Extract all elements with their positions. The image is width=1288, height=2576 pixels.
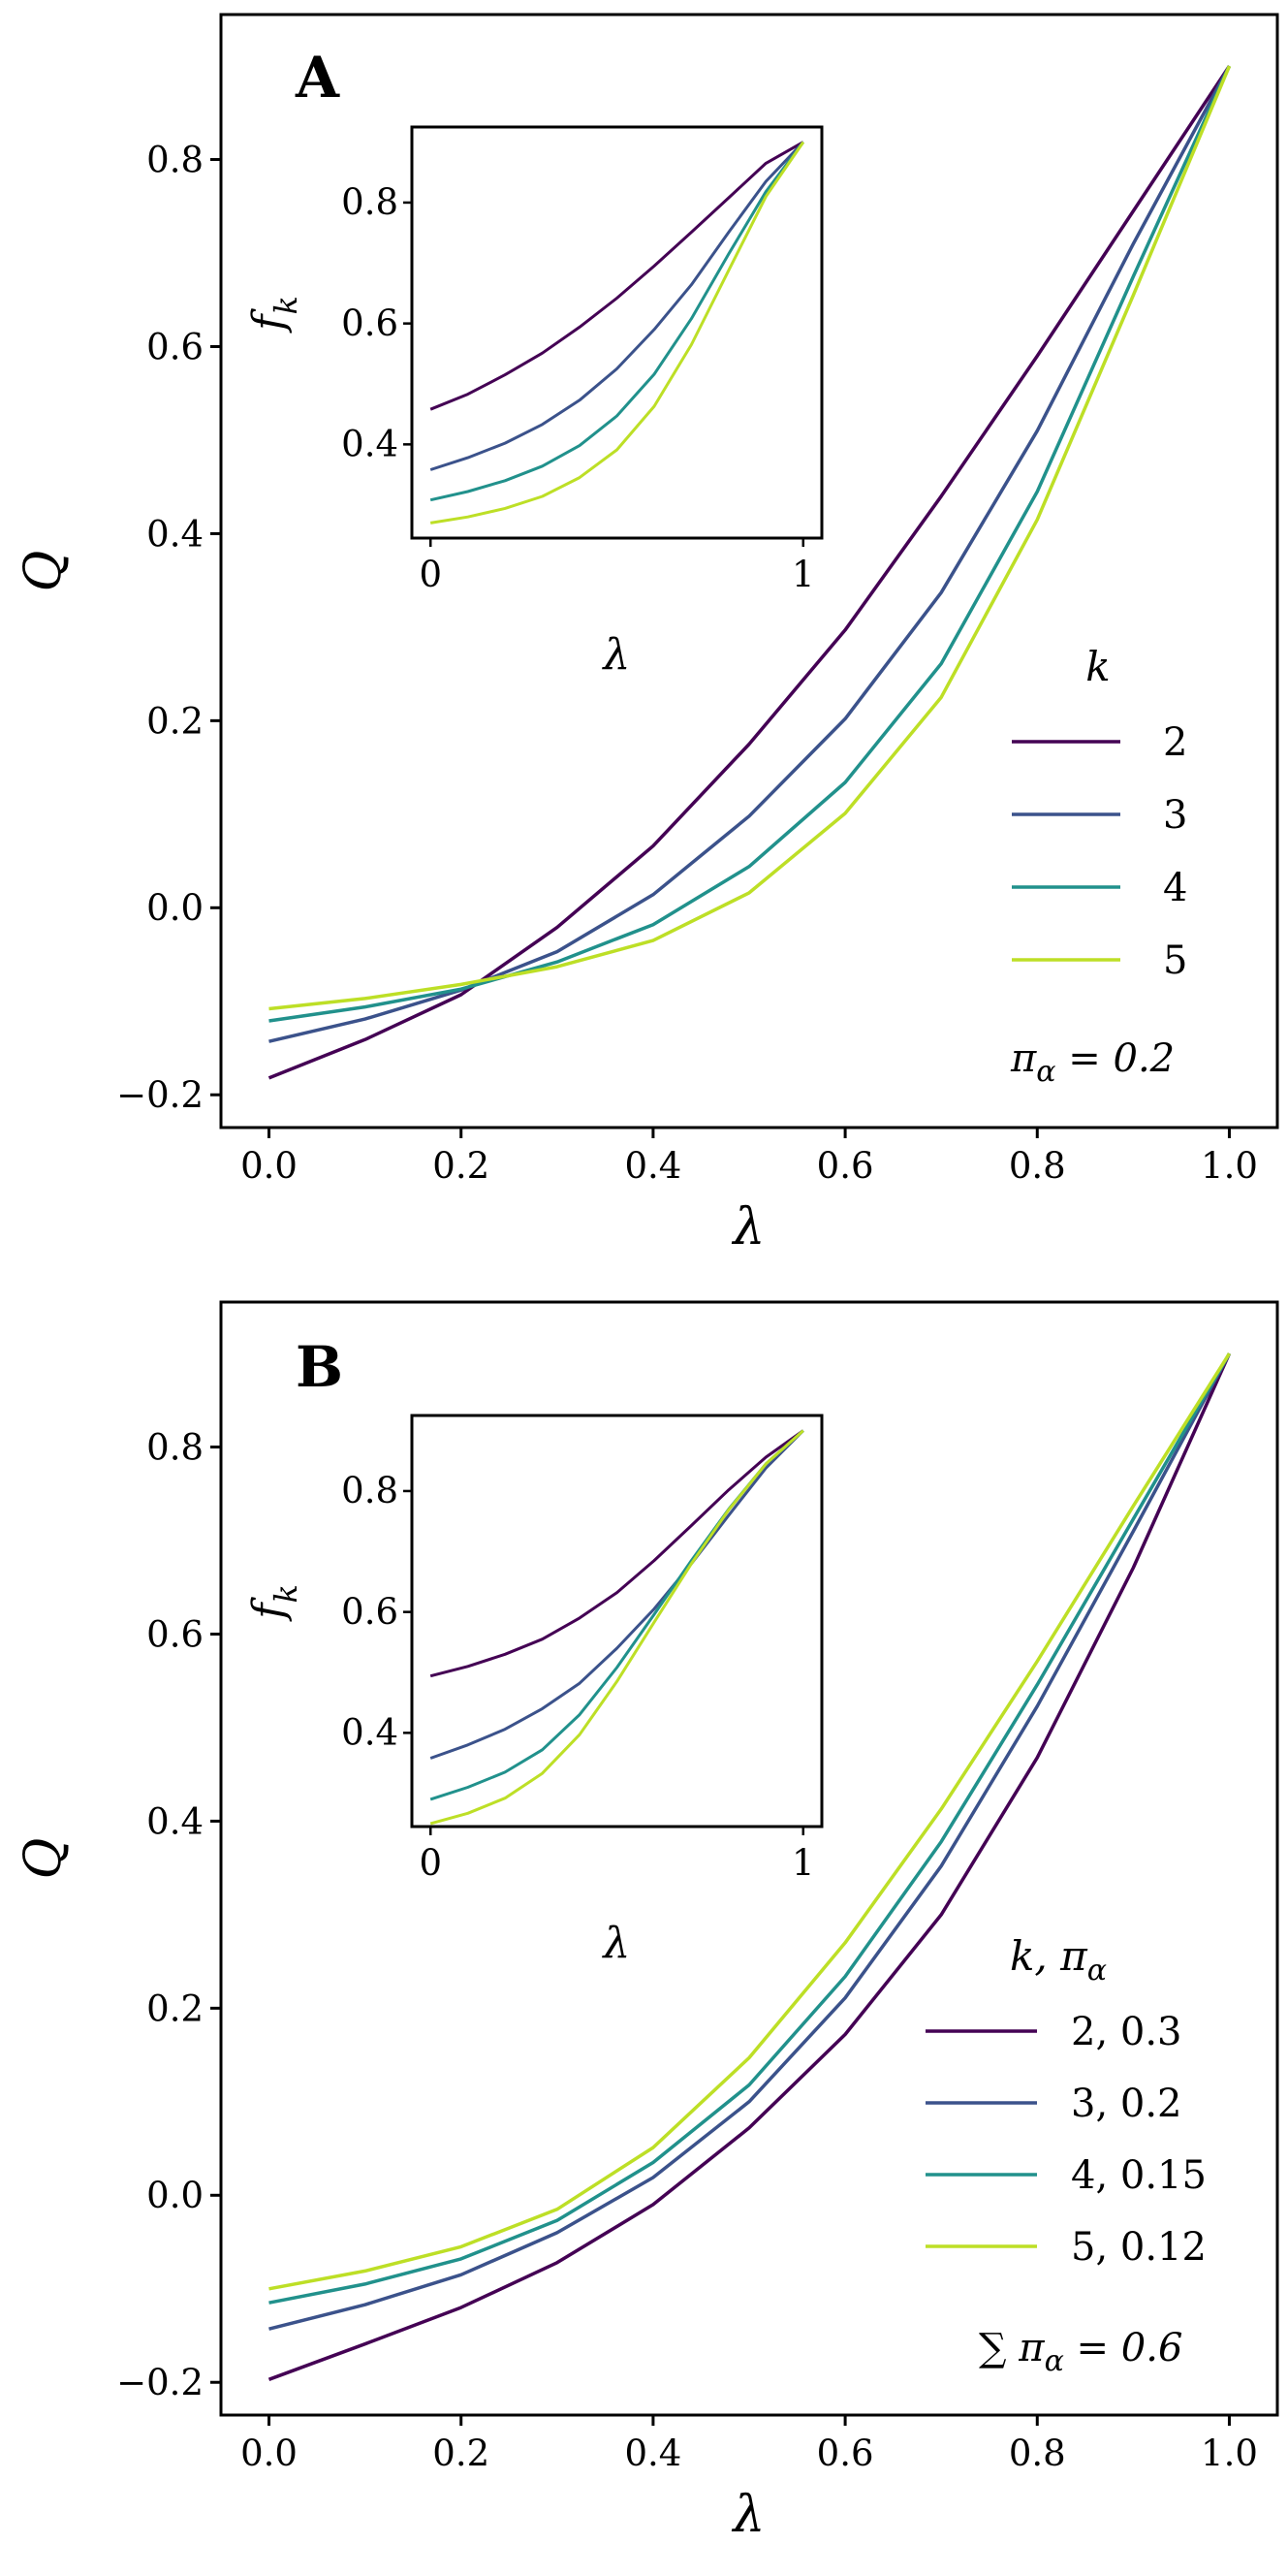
inset-y-tick-label: 0.6	[341, 1591, 398, 1633]
main-series-line-k2	[267, 1352, 1232, 2381]
legend: k 2 3 4 5	[1012, 643, 1187, 983]
inset-series-line-k5	[429, 141, 805, 525]
main-y-tick-label: 0.0	[146, 887, 204, 929]
inset-series-line-k3	[429, 141, 804, 471]
inset-y-tick-label: 0.8	[341, 1470, 398, 1511]
main-y-tick-label: 0.4	[146, 513, 204, 555]
main-y-tick-label: 0.6	[146, 1613, 204, 1655]
inset-x-axis-label: λ	[602, 1919, 631, 1968]
main-y-tick-label: 0.2	[146, 1988, 204, 2029]
main-y-tick-label: 0.8	[146, 139, 204, 180]
y-axis-label: Q	[15, 1838, 73, 1880]
x-axis-label: λ	[732, 1198, 766, 1256]
legend-label: 4	[1163, 866, 1187, 910]
main-x-tick-label: 1.0	[1201, 2433, 1258, 2474]
legend-entry: 3	[1012, 793, 1187, 838]
inset: 0 1 0.4 0.6 0.8 λ fk	[244, 125, 824, 680]
inset-x-tick-label: 1	[792, 554, 815, 595]
inset-y-tick-label: 0.8	[341, 181, 398, 223]
inset-y-axis-label: fk	[244, 1584, 304, 1622]
main-series-line-k4	[268, 65, 1232, 1023]
main-series-line-k2	[267, 65, 1231, 1080]
legend-label: 5, 0.12	[1071, 2225, 1207, 2270]
legend-title: k, πα	[1010, 1932, 1107, 1988]
main-y-tick-label: 0.2	[146, 700, 204, 742]
main-y-tick-label: 0.0	[146, 2175, 204, 2216]
legend-label: 2, 0.3	[1071, 2010, 1182, 2054]
main-series-line-k5	[268, 1352, 1231, 2291]
inset-y-tick-label: 0.4	[341, 424, 398, 465]
inset-y-axis-label: fk	[244, 296, 304, 334]
main-x-tick-label: 1.0	[1201, 1145, 1258, 1187]
legend-label: 3	[1163, 793, 1187, 838]
main-x-tick-label: 0.8	[1009, 1145, 1066, 1187]
main-series-line-k3	[268, 1352, 1232, 2331]
inset-series-line-k2	[429, 1429, 804, 1678]
inset-series-line-k3	[429, 1429, 804, 1760]
main-x-tick-label: 0.2	[432, 1145, 489, 1187]
main-series-line-k5	[268, 65, 1232, 1011]
legend-label: 4, 0.15	[1071, 2153, 1207, 2198]
panel-letter: B	[296, 1334, 343, 1400]
main-series-line-k4	[268, 1352, 1232, 2305]
main-x-tick-label: 0.0	[240, 1145, 298, 1187]
inset-x-tick-label: 1	[792, 1842, 815, 1884]
main-series-line-k3	[268, 65, 1232, 1043]
inset-y-tick-label: 0.6	[341, 302, 398, 344]
parameter-annotation: ∑ πα = 0.6	[979, 2326, 1182, 2378]
inset-x-axis-label: λ	[602, 630, 631, 680]
legend-label: 2	[1163, 720, 1187, 765]
panel-a: 0.0 0.2 0.4 0.6 0.8 1.0 −0.2 0.0 0.2 0.4 0.6 0.8 λ Q A…	[15, 13, 1279, 1256]
inset-series-line-k4	[429, 141, 804, 502]
inset-x-tick-label: 0	[419, 1842, 442, 1884]
main-x-tick-label: 0.6	[817, 2433, 874, 2474]
main-y-tick-label: 0.6	[146, 326, 204, 367]
main-x-tick-label: 0.4	[624, 2433, 681, 2474]
legend-label: 3, 0.2	[1071, 2082, 1182, 2126]
panel-b: 0.0 0.2 0.4 0.6 0.8 1.0 −0.2 0.0 0.2 0.4 0.6 0.8 λ Q B…	[15, 1300, 1279, 2544]
y-axis-label: Q	[15, 551, 73, 592]
main-plot-area	[267, 65, 1232, 1080]
inset-y-tick-label: 0.4	[341, 1712, 398, 1754]
inset-plot-area	[429, 1429, 804, 1826]
x-axis-label: λ	[732, 2486, 766, 2544]
inset-plot-area	[429, 141, 805, 525]
inset-series-line-k5	[429, 1429, 804, 1826]
legend-entry: 2	[1012, 720, 1187, 765]
main-x-tick-label: 0.6	[817, 1145, 874, 1187]
legend-entry: 5	[1012, 938, 1187, 983]
main-x-tick-label: 0.0	[240, 2433, 298, 2474]
main-x-tick-label: 0.8	[1009, 2433, 1066, 2474]
main-plot-area	[267, 1352, 1232, 2381]
legend-entry: 2, 0.3	[926, 2010, 1182, 2054]
main-y-tick-label: −0.2	[116, 2362, 204, 2403]
main-axes-frame	[219, 1300, 1279, 2417]
legend-entry: 5, 0.12	[926, 2225, 1207, 2270]
panel-letter: A	[295, 45, 340, 111]
main-y-tick-label: −0.2	[116, 1074, 204, 1116]
inset: 0 1 0.4 0.6 0.8 λ fk	[244, 1414, 824, 1968]
legend-entry: 4	[1012, 866, 1187, 910]
inset-axes-frame	[410, 125, 824, 540]
main-y-tick-label: 0.8	[146, 1426, 204, 1468]
main-y-tick-label: 0.4	[146, 1800, 204, 1842]
inset-x-tick-label: 0	[419, 554, 442, 595]
inset-axes-frame	[410, 1414, 824, 1829]
main-x-tick-label: 0.2	[432, 2433, 489, 2474]
main-x-tick-label: 0.4	[624, 1145, 681, 1187]
legend-title: k	[1085, 643, 1110, 690]
legend-label: 5	[1163, 938, 1187, 983]
legend-entry: 3, 0.2	[926, 2082, 1182, 2126]
parameter-annotation: πα = 0.2	[1010, 1036, 1175, 1089]
legend-entry: 4, 0.15	[926, 2153, 1207, 2198]
legend: k, πα 2, 0.3 3, 0.2 4, 0.15 5, 0.12	[926, 1932, 1207, 2270]
inset-series-line-k2	[429, 141, 804, 411]
main-axes-frame	[219, 13, 1279, 1129]
inset-background	[412, 127, 822, 538]
